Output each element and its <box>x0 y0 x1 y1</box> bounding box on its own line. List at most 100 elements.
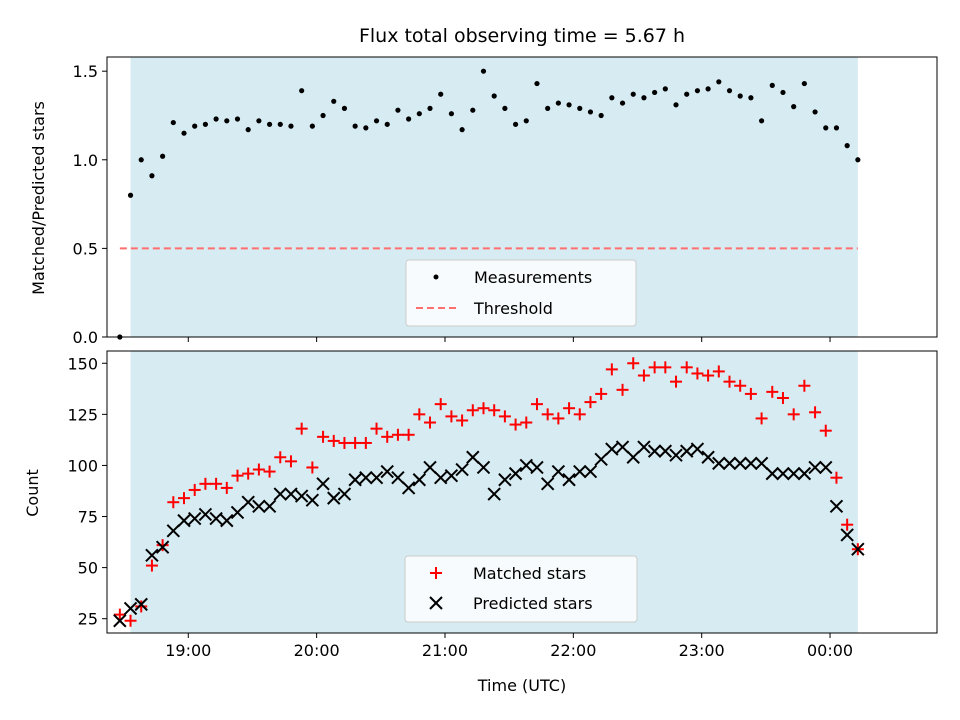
measurement-point <box>192 123 198 129</box>
predicted-star-point <box>498 473 512 487</box>
matched-star-point <box>274 451 287 464</box>
measurement-point <box>288 123 294 129</box>
predicted-star-point <box>284 487 298 501</box>
measurement-point <box>395 107 401 113</box>
measurement-point <box>299 88 305 94</box>
matched-star-point <box>509 418 522 431</box>
matched-star-point <box>670 375 683 388</box>
matched-star-point <box>552 412 565 425</box>
measurement-point <box>245 127 251 133</box>
matched-star-point <box>755 412 768 425</box>
predicted-star-point <box>819 460 833 475</box>
predicted-star-point <box>145 548 159 563</box>
predicted-star-point <box>626 450 640 464</box>
matched-star-point <box>616 383 629 396</box>
matched-star-point <box>798 379 811 392</box>
measurement-point <box>726 88 733 94</box>
matched-star-point <box>520 416 533 429</box>
matched-star-point <box>766 385 779 398</box>
predicted-star-point <box>466 450 480 464</box>
predicted-star-point <box>733 456 747 471</box>
predicted-star-point <box>605 442 619 456</box>
x-tick-label: 22:00 <box>550 641 596 660</box>
ratio-panel: 0.0 0.5 1.0 1.5 Matched/Predicted stars Mea… <box>29 56 938 347</box>
legend-measurements-label: Measurements <box>474 268 592 287</box>
predicted-star-point <box>134 597 148 612</box>
predicted-star-point <box>669 448 683 462</box>
matched-star-point <box>595 387 608 400</box>
measurement-point <box>138 157 144 163</box>
x-tick-label: 21:00 <box>422 641 468 660</box>
measurement-point <box>277 121 283 127</box>
predicted-star-point <box>177 513 191 528</box>
matched-star-point <box>712 365 725 378</box>
y-tick-label: 125 <box>67 405 98 424</box>
y-tick-label: 50 <box>78 559 98 578</box>
matched-star-point <box>648 361 661 374</box>
predicted-star-point <box>808 460 822 475</box>
matched-star-point <box>381 430 394 443</box>
predicted-star-point <box>252 499 266 514</box>
predicted-star-point <box>765 466 779 481</box>
measurement-point <box>545 105 551 111</box>
matched-star-point <box>498 410 511 423</box>
predicted-star-point <box>273 487 287 501</box>
matched-star-point <box>819 424 832 437</box>
count-panel-frame <box>106 350 938 634</box>
matched-star-point <box>338 436 351 449</box>
predicted-star-point <box>241 495 255 509</box>
predicted-star-point <box>187 511 202 526</box>
y-tick-label: 1.5 <box>73 62 98 81</box>
predicted-star-point <box>359 470 373 485</box>
predicted-star-point <box>754 456 769 471</box>
predicted-star-point <box>594 452 608 467</box>
measurement-point <box>406 116 412 122</box>
predicted-star-point <box>530 460 544 475</box>
measurement-point <box>266 121 273 127</box>
measurement-point <box>427 105 433 111</box>
x-tick-label: 00:00 <box>807 641 853 660</box>
matched-star-point <box>135 600 148 613</box>
matched-star-point <box>295 422 308 435</box>
measurement-point <box>619 100 626 106</box>
matched-star-point <box>210 477 223 490</box>
predicted-star-point <box>658 444 673 458</box>
matched-star-point <box>787 408 800 421</box>
measurement-point <box>780 89 786 96</box>
matched-star-point <box>284 455 297 468</box>
measurement-point <box>587 109 594 115</box>
measurement-point <box>630 91 636 97</box>
measurement-point <box>855 157 861 163</box>
measurement-point <box>448 111 455 117</box>
measurement-point <box>331 98 337 104</box>
measurement-point <box>170 119 176 126</box>
matched-star-point <box>584 396 597 409</box>
matched-star-point <box>434 398 447 411</box>
matched-star-point <box>424 416 437 429</box>
measurement-point <box>491 93 497 99</box>
measurement-point <box>694 88 701 94</box>
matched-star-point <box>637 369 650 382</box>
predicted-star-point <box>551 464 566 479</box>
measurement-point <box>716 79 722 85</box>
matched-star-point <box>327 434 340 447</box>
measurement-point <box>470 107 476 113</box>
predicted-star-point <box>155 540 170 554</box>
predicted-star-point <box>166 524 181 538</box>
count-panel: 25 50 75 100 125 150 19:00 20:00 21:00 22:00 23:0… <box>23 350 938 695</box>
count-series-layer <box>113 357 865 628</box>
x-tick-label: 23:00 <box>679 641 725 660</box>
count-x-axis-label: Time (UTC) <box>477 676 566 695</box>
predicted-star-point <box>455 462 469 477</box>
legend-threshold-label: Threshold <box>473 299 553 318</box>
matched-star-point <box>841 518 854 531</box>
measurement-point <box>566 102 572 108</box>
matched-star-point <box>402 428 415 441</box>
predicted-star-point <box>583 464 598 479</box>
matched-star-point <box>488 404 501 417</box>
predicted-star-point <box>327 491 341 505</box>
matched-star-point <box>477 402 490 415</box>
matched-star-point <box>349 436 362 449</box>
y-tick-label: 150 <box>67 354 98 373</box>
